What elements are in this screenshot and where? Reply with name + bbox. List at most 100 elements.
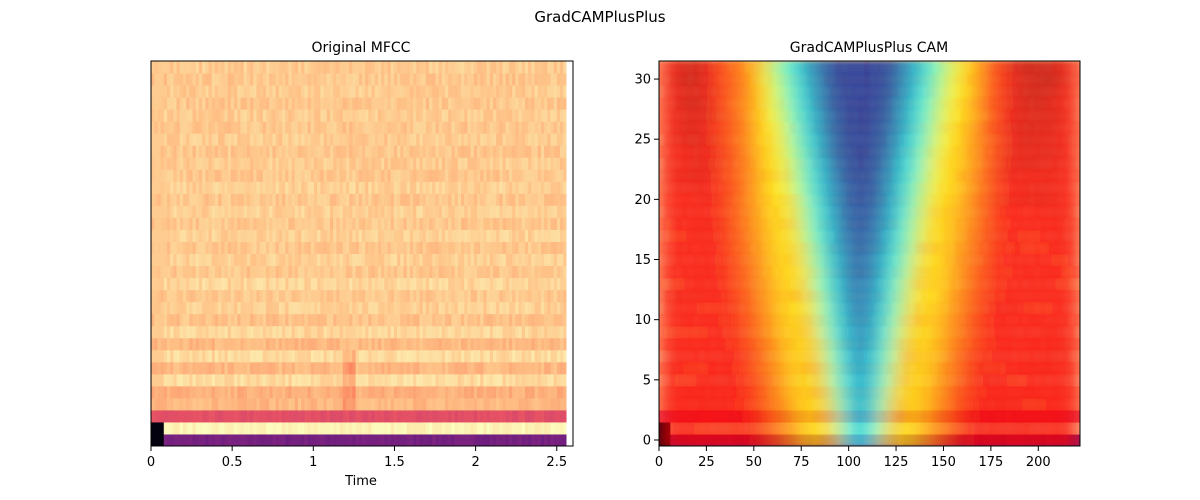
mfcc-cell <box>502 241 507 254</box>
mfcc-cell <box>243 337 248 351</box>
mfcc-cell <box>464 205 469 218</box>
mfcc-cell <box>355 349 360 363</box>
mfcc-cell <box>486 313 491 327</box>
mfcc-cell <box>492 97 497 110</box>
mfcc-cell <box>537 133 542 146</box>
mfcc-cell <box>457 253 462 267</box>
mfcc-cell <box>365 265 369 279</box>
mfcc-cell <box>441 73 446 86</box>
mfcc-cell <box>435 229 440 242</box>
mfcc-cell <box>397 205 401 218</box>
mfcc-cell <box>352 157 357 170</box>
mfcc-x-tick-label: 0.5 <box>222 455 243 470</box>
mfcc-cell <box>553 73 558 86</box>
mfcc-cell <box>336 193 341 206</box>
mfcc-cell <box>304 433 309 446</box>
mfcc-cell <box>259 97 264 110</box>
mfcc-cell <box>534 385 539 399</box>
mfcc-cell <box>416 277 421 291</box>
mfcc-cell <box>227 409 232 423</box>
mfcc-cell <box>486 361 491 375</box>
mfcc-cell <box>377 313 382 327</box>
mfcc-cell <box>323 337 328 351</box>
mfcc-cell <box>243 205 248 218</box>
mfcc-cell <box>349 421 353 435</box>
mfcc-cell <box>403 409 408 423</box>
mfcc-cell <box>154 361 158 375</box>
mfcc-cell <box>540 169 545 182</box>
mfcc-cell <box>182 217 187 230</box>
mfcc-cell <box>419 349 424 363</box>
mfcc-cell <box>157 433 162 446</box>
mfcc-cell <box>336 301 341 315</box>
mfcc-cell <box>221 73 226 86</box>
mfcc-cell <box>477 109 481 122</box>
mfcc-cell <box>301 157 306 170</box>
mfcc-cell <box>298 253 302 267</box>
mfcc-cell <box>563 385 568 399</box>
mfcc-cell <box>285 145 290 158</box>
mfcc-cell <box>390 97 395 110</box>
mfcc-cell <box>320 181 325 194</box>
mfcc-cell <box>422 373 427 387</box>
mfcc-cell <box>256 325 261 339</box>
mfcc-cell <box>537 217 542 230</box>
mfcc-cell <box>262 181 267 194</box>
mfcc-cell <box>483 97 488 110</box>
mfcc-cell <box>320 265 325 279</box>
mfcc-cell <box>352 421 357 435</box>
mfcc-cell <box>157 361 162 375</box>
mfcc-cell <box>160 361 165 375</box>
mfcc-cell <box>310 373 315 387</box>
mfcc-cell <box>192 193 197 206</box>
mfcc-cell <box>157 205 162 218</box>
mfcc-cell <box>323 325 328 339</box>
mfcc-cell <box>288 229 293 242</box>
mfcc-cell <box>547 121 552 134</box>
mfcc-cell <box>173 205 178 218</box>
mfcc-cell <box>515 193 520 206</box>
mfcc-cell <box>170 361 174 375</box>
mfcc-cell <box>163 349 168 363</box>
mfcc-cell <box>163 145 168 158</box>
mfcc-cell <box>528 157 532 170</box>
mfcc-cell <box>173 373 178 387</box>
mfcc-cell <box>272 313 277 327</box>
mfcc-cell <box>288 217 293 230</box>
mfcc-cell <box>467 433 472 446</box>
mfcc-cell <box>461 253 465 267</box>
mfcc-cell <box>298 289 302 303</box>
mfcc-cell <box>157 97 162 110</box>
mfcc-cell <box>384 121 389 134</box>
mfcc-cell <box>275 397 280 411</box>
mfcc-cell <box>406 145 411 158</box>
mfcc-cell <box>371 193 376 206</box>
mfcc-cell <box>483 229 488 242</box>
mfcc-cell <box>304 217 309 230</box>
mfcc-cell <box>544 277 548 291</box>
mfcc-cell <box>406 301 411 315</box>
mfcc-cell <box>438 61 443 74</box>
mfcc-cell <box>397 229 401 242</box>
mfcc-cell <box>518 85 523 98</box>
mfcc-cell <box>166 121 171 134</box>
mfcc-cell <box>512 241 516 254</box>
mfcc-cell <box>166 169 171 182</box>
mfcc-cell <box>163 265 168 279</box>
mfcc-cell <box>301 85 306 98</box>
mfcc-cell <box>208 229 213 242</box>
mfcc-cell <box>524 265 529 279</box>
mfcc-cell <box>221 373 226 387</box>
mfcc-cell <box>170 241 174 254</box>
mfcc-cell <box>314 313 318 327</box>
mfcc-cell <box>282 421 286 435</box>
mfcc-cell <box>445 145 449 158</box>
mfcc-cell <box>524 373 529 387</box>
mfcc-cell <box>314 109 318 122</box>
mfcc-cell <box>422 265 427 279</box>
mfcc-cell <box>342 145 347 158</box>
mfcc-cell <box>467 61 472 74</box>
mfcc-cell <box>422 313 427 327</box>
mfcc-cell <box>492 169 497 182</box>
mfcc-cell <box>211 157 216 170</box>
